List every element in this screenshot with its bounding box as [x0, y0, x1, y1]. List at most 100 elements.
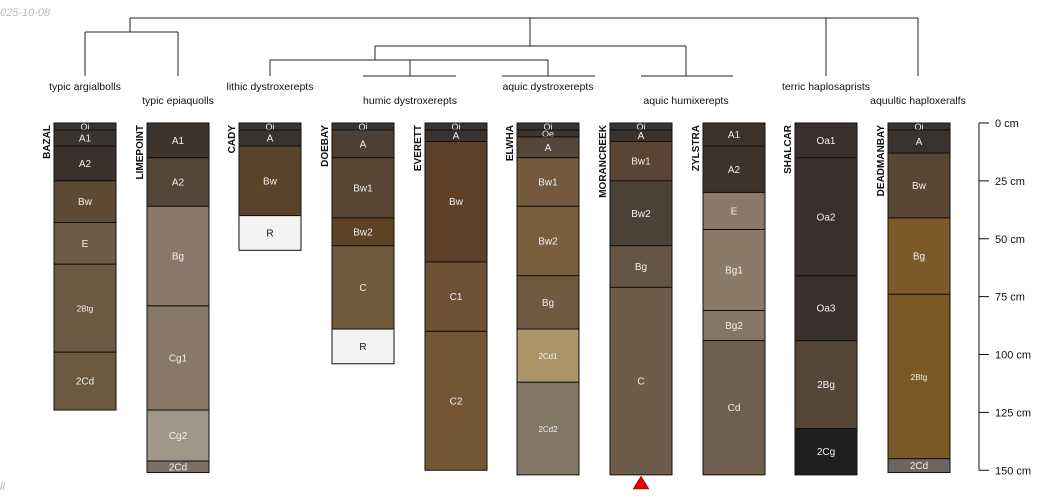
- horizon-label: R: [359, 342, 366, 353]
- profile-name: ELWHA: [505, 125, 516, 161]
- horizon-label: Bw2: [353, 227, 373, 238]
- horizon-label: 2Cd1: [538, 352, 558, 361]
- corner-note: ll: [0, 481, 5, 493]
- horizon-label: Bw1: [538, 178, 558, 189]
- horizon-block: [609, 286, 673, 476]
- horizon-label: Oi: [915, 122, 924, 132]
- axis-tick-label: 25 cm: [995, 176, 1025, 188]
- horizon-label: Oi: [359, 122, 368, 132]
- horizon-block: [794, 428, 858, 476]
- depth-axis: 0 cm 25 cm 50 cm 75 cm 100 cm 125 cm 150 cm: [978, 118, 1031, 477]
- horizon-block: [609, 180, 673, 247]
- horizon-label: C2: [450, 396, 463, 407]
- profile-name: DOEBAY: [320, 125, 331, 167]
- horizon-label: 2Cd2: [538, 425, 558, 434]
- horizon-label: Cg1: [169, 353, 188, 364]
- horizon-block: [146, 460, 210, 474]
- soil-profile: A1 A2 E Bg1 Bg2 Cd ZYLSTRA: [691, 122, 766, 476]
- taxon-label: typic epiaquolls: [142, 95, 214, 107]
- horizon-label: Cg2: [169, 431, 188, 442]
- horizon-block: [516, 328, 580, 383]
- horizon-label: 2Cd: [169, 462, 187, 473]
- horizon-label: Oa1: [817, 136, 836, 147]
- horizon-label: A2: [728, 165, 741, 176]
- horizon-block: [53, 145, 117, 182]
- soil-profile: OiA Bw C1 C2 EVERETT: [413, 122, 488, 471]
- horizon-label: Bg1: [725, 266, 743, 277]
- horizon-label: 2Bg: [817, 380, 835, 391]
- horizon-label: 2Cd: [76, 377, 94, 388]
- horizon-block: [424, 330, 488, 471]
- profile-name: MORANCREEK: [598, 124, 609, 198]
- horizon-label: A: [453, 131, 460, 142]
- axis-tick-label: 125 cm: [995, 407, 1031, 419]
- soil-profile: Oa1 Oa2 Oa3 2Bg 2Cg SHALCAR: [783, 122, 858, 476]
- profile-name: LIMEPOINT: [135, 125, 146, 179]
- soil-profile: Oi A1 A2 Bw E 2Btg 2Cd BAZAL: [42, 122, 117, 411]
- horizon-block: [794, 275, 858, 342]
- profile-name: CADY: [227, 125, 238, 154]
- profile-name: ZYLSTRA: [691, 125, 702, 171]
- horizon-block: [516, 275, 580, 330]
- horizon-label: Bw: [912, 181, 927, 192]
- horizon-block: [146, 157, 210, 207]
- taxon-label: aquic humixerepts: [643, 95, 728, 107]
- horizon-label: Bw: [78, 197, 93, 208]
- horizon-label: Bw1: [353, 183, 373, 194]
- horizon-label: Bg: [913, 252, 925, 263]
- taxon-label: terric haplosaprists: [782, 81, 870, 93]
- horizon-label: A2: [79, 159, 92, 170]
- horizon-label: C1: [450, 292, 463, 303]
- horizon-block: [146, 205, 210, 307]
- horizon-label: E: [731, 206, 738, 217]
- horizon-label: A: [360, 139, 367, 150]
- depth-truncation-marker: [632, 475, 650, 490]
- axis-tick-label: 150 cm: [995, 465, 1031, 477]
- horizon-label: A1: [79, 134, 92, 145]
- horizon-label: A1: [172, 136, 185, 147]
- horizon-label: 2Btg: [77, 305, 93, 314]
- horizon-block: [238, 215, 302, 251]
- horizon-label: C: [637, 377, 644, 388]
- horizon-label: A: [267, 134, 274, 145]
- profile-name: BAZAL: [42, 125, 53, 159]
- horizon-label: Bw: [449, 197, 464, 208]
- horizon-label: Oa3: [817, 304, 836, 315]
- profile-name: DEADMANBAY: [876, 125, 887, 197]
- horizon-block: [238, 145, 302, 217]
- axis-tick-label: 50 cm: [995, 234, 1025, 246]
- horizon-block: [331, 217, 395, 247]
- taxon-label: aquic dystroxerepts: [502, 81, 593, 93]
- dendrogram: [84, 17, 919, 77]
- axis-tick-label: 100 cm: [995, 350, 1031, 362]
- profile-name: EVERETT: [413, 125, 424, 171]
- horizon-label: Cd: [728, 403, 741, 414]
- horizon-block: [609, 141, 673, 182]
- horizon-label: Bw: [263, 176, 278, 187]
- soil-profile: Oi A Bw R CADY: [227, 122, 302, 251]
- horizon-block: [887, 458, 951, 474]
- horizon-block: [53, 351, 117, 411]
- soil-profile: A1 A2 Bg Cg1 Cg2 2Cd LIMEPOINT: [135, 122, 210, 474]
- soil-profile: OiA Bw1 Bw2 Bg C MORANCREEK: [598, 122, 673, 476]
- horizon-label: Bg: [635, 262, 647, 273]
- taxon-label: typic argialbolls: [49, 81, 121, 93]
- horizon-label: Bg: [172, 252, 184, 263]
- horizon-label: Bw2: [538, 237, 558, 248]
- corner-date: 025-10-08: [0, 7, 51, 19]
- horizon-label: Oe: [542, 129, 554, 139]
- horizon-block: [516, 205, 580, 277]
- horizon-label: Bg2: [725, 321, 743, 332]
- horizon-label: Oi: [544, 122, 553, 132]
- profile-name: SHALCAR: [783, 124, 794, 174]
- horizon-label: Bw1: [631, 157, 651, 168]
- horizon-label: 2Cg: [817, 447, 835, 458]
- horizon-label: Oi: [637, 122, 646, 132]
- horizon-block: [702, 310, 766, 342]
- horizon-block: [331, 157, 395, 219]
- horizon-label: Oi: [266, 122, 275, 132]
- horizon-block: [146, 122, 210, 159]
- taxon-label: aquultic haploxeralfs: [870, 95, 966, 107]
